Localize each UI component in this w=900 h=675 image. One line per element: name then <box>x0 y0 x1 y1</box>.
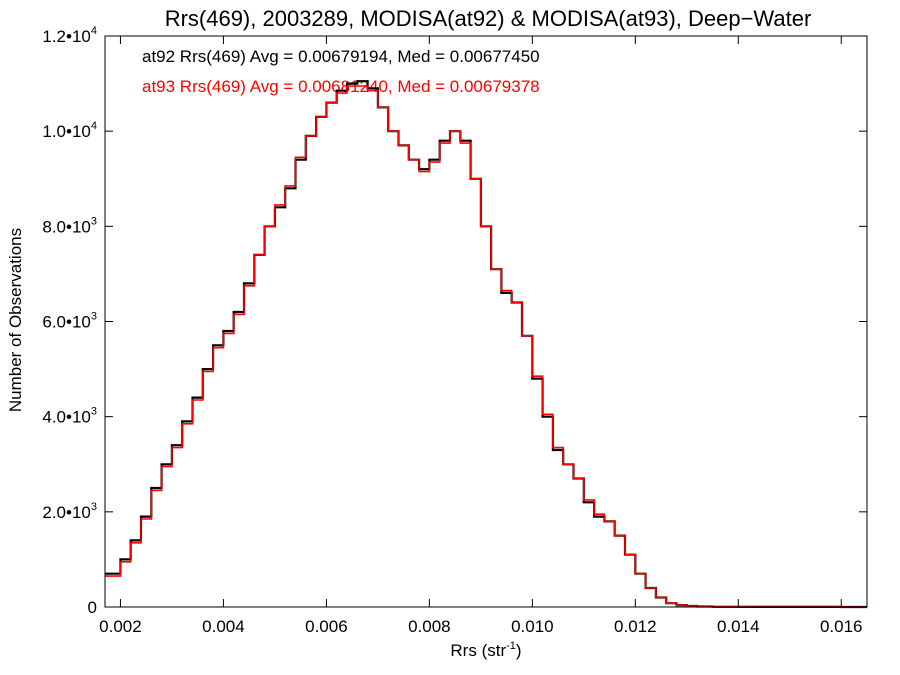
x-tick-label: 0.010 <box>511 617 554 636</box>
x-tick-label: 0.004 <box>202 617 245 636</box>
x-tick-label: 0.008 <box>408 617 451 636</box>
legend-entry-at93: at93 Rrs(469) Avg = 0.00681240, Med = 0.… <box>142 77 540 96</box>
y-axis: 0 2.0•103 4.0•103 6.0•103 8.0•103 1.0•104 1.2•… <box>42 25 867 617</box>
y-tick-label: 8.0•103 <box>42 215 97 236</box>
y-tick-label: 0 <box>88 598 97 617</box>
series-line-at93 <box>105 85 867 608</box>
x-tick-label: 0.016 <box>820 617 863 636</box>
x-tick-label: 0.012 <box>614 617 657 636</box>
plot-frame <box>104 35 868 608</box>
y-tick-label: 4.0•103 <box>42 406 97 427</box>
x-tick-label: 0.006 <box>305 617 348 636</box>
y-tick-label: 6.0•103 <box>42 311 97 332</box>
x-tick-label: 0.014 <box>717 617 760 636</box>
y-tick-label: 2.0•103 <box>42 501 97 522</box>
x-axis-label: Rrs (str-1) <box>450 640 521 660</box>
series-line-at92 <box>105 80 867 609</box>
chart-title: Rrs(469), 2003289, MODISA(at92) & MODISA… <box>165 6 812 31</box>
y-axis-label: Number of Observations <box>6 228 25 412</box>
x-axis: 0.002 0.004 0.006 0.008 0.010 0.012 0.014 0.016 <box>99 36 863 636</box>
y-tick-label: 1.0•104 <box>42 120 97 141</box>
plot-area <box>105 80 867 609</box>
y-tick-label: 1.2•104 <box>42 25 97 46</box>
x-tick-label: 0.002 <box>99 617 142 636</box>
legend-entry-at92: at92 Rrs(469) Avg = 0.00679194, Med = 0.… <box>142 47 540 66</box>
